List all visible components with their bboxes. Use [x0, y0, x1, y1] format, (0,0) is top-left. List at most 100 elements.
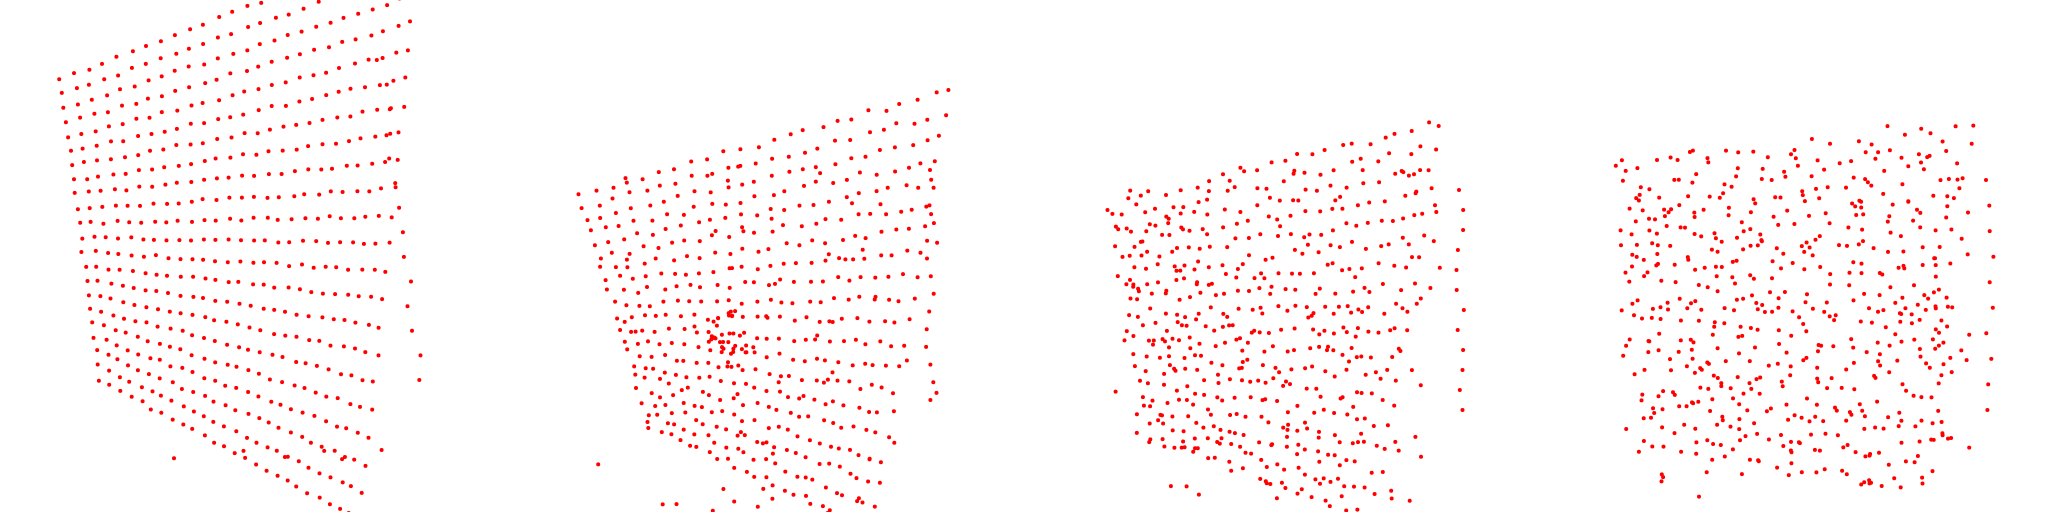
point-52 [648, 203, 653, 208]
point-314 [106, 251, 111, 255]
point-80 [1221, 225, 1226, 230]
point-61 [1291, 198, 1296, 203]
point-59 [751, 179, 756, 184]
point-cloud-panel-2 [576, 88, 951, 512]
point-88 [831, 181, 836, 185]
point-165 [188, 142, 193, 147]
point-199 [294, 147, 299, 152]
point-179 [375, 107, 380, 112]
point-552 [1923, 307, 1928, 312]
point-575 [1796, 440, 1801, 445]
point-312 [625, 347, 630, 352]
point-14 [1856, 139, 1861, 144]
point-165 [894, 227, 899, 232]
point-44 [1627, 206, 1632, 211]
point-352 [1984, 178, 1988, 182]
point-445 [123, 330, 128, 335]
point-75 [631, 218, 636, 223]
point-106 [93, 129, 98, 134]
point-264 [127, 220, 132, 225]
point-7 [1207, 179, 1212, 184]
point-326 [1886, 462, 1891, 467]
point-99 [1157, 254, 1162, 259]
point-87 [1318, 209, 1323, 214]
point-131 [1959, 236, 1964, 241]
point-349 [213, 277, 218, 282]
point-393 [1238, 444, 1243, 449]
point-135 [1316, 250, 1321, 255]
point-552 [1285, 427, 1290, 432]
point-251 [1758, 375, 1763, 380]
point-205 [778, 277, 783, 282]
point-472 [1167, 345, 1171, 350]
point-153 [728, 252, 733, 256]
point-438 [1461, 308, 1466, 312]
point-294 [177, 238, 182, 243]
point-274 [1768, 406, 1773, 411]
point-39 [815, 146, 820, 151]
point-119 [269, 83, 274, 87]
point-204 [1276, 304, 1281, 309]
point-318 [153, 253, 158, 258]
point-57 [1825, 185, 1830, 190]
point-305 [314, 239, 319, 244]
point-306 [1917, 439, 1922, 444]
point-147 [297, 99, 302, 104]
point-333 [1679, 449, 1684, 454]
point-223 [699, 299, 704, 304]
point-593 [1869, 480, 1873, 485]
point-110 [147, 115, 152, 120]
point-72 [588, 228, 593, 233]
point-76 [650, 218, 655, 223]
point-563 [1392, 326, 1397, 331]
point-399 [1296, 465, 1301, 470]
point-448 [157, 341, 162, 346]
point-235 [1355, 326, 1360, 331]
point-407 [878, 460, 883, 465]
point-221 [1184, 323, 1189, 328]
point-507 [623, 176, 628, 181]
point-436 [314, 363, 319, 368]
point-441 [1460, 368, 1465, 372]
point-449 [167, 344, 172, 349]
point-219 [214, 176, 219, 181]
point-296 [201, 237, 206, 242]
point-191 [1413, 281, 1417, 286]
point-456 [645, 420, 650, 424]
point-486 [1867, 453, 1872, 458]
point-231 [1788, 364, 1793, 369]
point-457 [1790, 261, 1795, 265]
point-248 [1715, 376, 1720, 380]
point-177 [1640, 316, 1644, 321]
point-455 [1206, 189, 1211, 194]
point-218 [202, 177, 207, 182]
point-224 [1690, 356, 1695, 361]
point-317 [1193, 391, 1198, 396]
point-118 [256, 87, 261, 92]
point-121 [609, 250, 614, 255]
point-572 [374, 58, 379, 62]
point-156 [70, 163, 75, 168]
point-371 [1257, 440, 1262, 445]
point-525 [150, 389, 155, 394]
point-428 [1945, 324, 1950, 329]
point-330 [300, 262, 304, 267]
point-443 [1734, 258, 1739, 263]
point-513 [1864, 350, 1869, 355]
point-351 [801, 394, 806, 398]
point-196 [1175, 312, 1180, 317]
point-348 [203, 276, 208, 281]
point-454 [860, 500, 865, 505]
point-275 [1784, 402, 1789, 407]
point-512 [1912, 283, 1916, 288]
point-55 [1205, 212, 1210, 217]
point-126 [1196, 259, 1201, 264]
point-386 [1636, 449, 1641, 454]
point-257 [367, 189, 372, 194]
point-58 [146, 78, 151, 83]
point-337 [1730, 447, 1735, 452]
point-213 [886, 274, 891, 279]
point-180 [1268, 291, 1273, 296]
point-118 [916, 185, 921, 190]
point-334 [1371, 424, 1376, 428]
